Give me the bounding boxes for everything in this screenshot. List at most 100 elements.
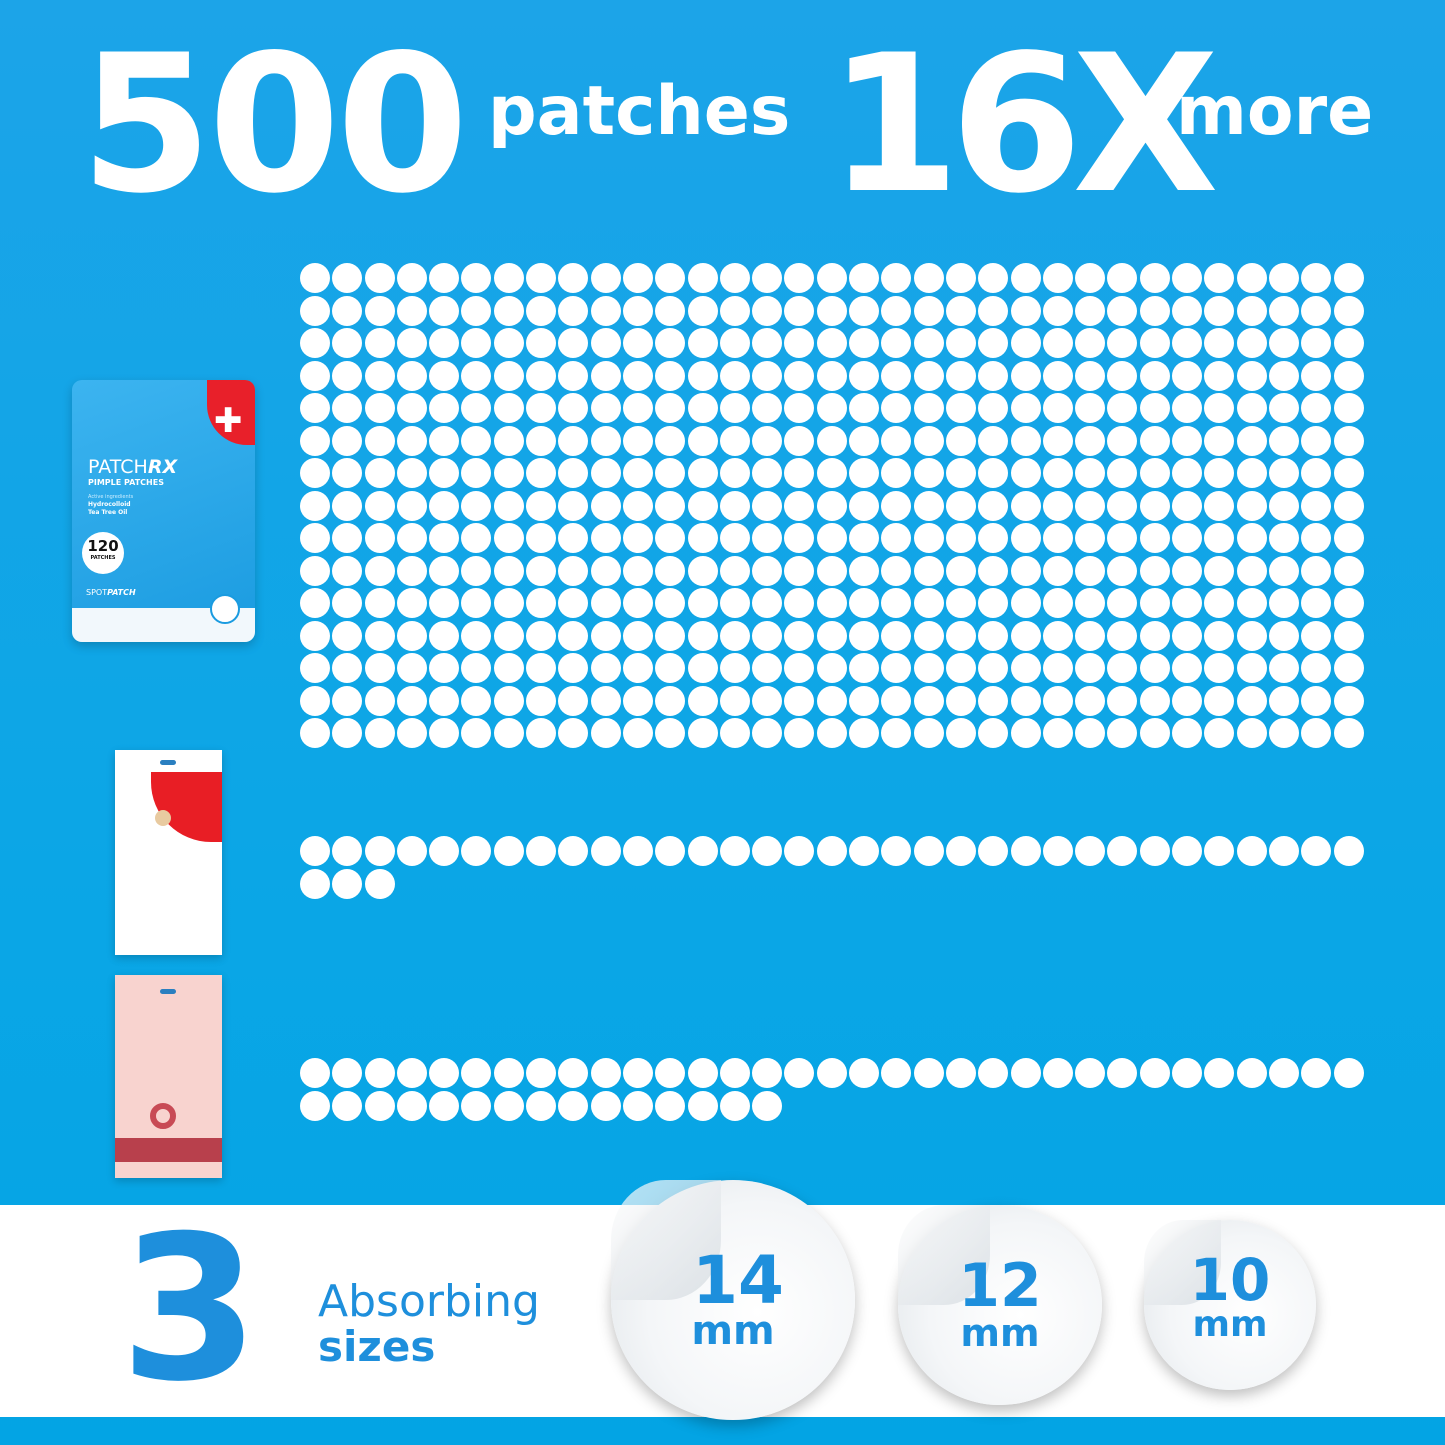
patch-dot	[493, 836, 524, 866]
patch-dot	[493, 328, 524, 358]
patch-dot	[429, 523, 460, 553]
patch-dot	[978, 836, 1009, 866]
patch-dot	[1139, 620, 1170, 651]
patch-dot	[784, 263, 815, 293]
patch-dot	[913, 1058, 944, 1088]
patch-dot	[1268, 328, 1299, 358]
patch-dot	[1333, 836, 1364, 866]
patch-dot	[429, 555, 460, 586]
patch-dot	[1042, 555, 1073, 586]
patch-dot	[429, 295, 460, 326]
patch-dot	[1139, 523, 1170, 553]
patch-dot	[655, 360, 686, 391]
patch-dot	[590, 836, 621, 866]
patch-dot	[913, 836, 944, 866]
patch-dot	[1268, 295, 1299, 326]
patch-dot	[558, 263, 589, 293]
patch-dot	[300, 718, 330, 748]
patch-dot	[1139, 490, 1170, 521]
patch-dot	[429, 490, 460, 521]
patch-dot	[332, 393, 363, 423]
patch-dot	[784, 458, 815, 488]
patch-dot	[1042, 620, 1073, 651]
patch-dot	[978, 360, 1009, 391]
patch-dot	[590, 523, 621, 553]
patch-dot	[1010, 555, 1041, 586]
patch-dot	[913, 653, 944, 683]
size-unit: mm	[960, 1311, 1040, 1356]
patch-dot	[1333, 653, 1364, 683]
patch-dot	[1042, 360, 1073, 391]
patch-dot	[816, 620, 847, 651]
patch-dot	[978, 328, 1009, 358]
patch-dot	[1107, 425, 1138, 456]
patch-dot	[1268, 653, 1299, 683]
patch-dot	[784, 653, 815, 683]
patch-dot	[1204, 458, 1235, 488]
patch-dot	[332, 458, 363, 488]
patch-dot	[849, 1058, 880, 1088]
patch-dot	[493, 425, 524, 456]
patch-dot	[978, 263, 1009, 293]
patch-dot	[396, 588, 427, 618]
patch-dot	[396, 263, 427, 293]
patch-dot	[687, 1090, 718, 1121]
patch-dot	[1301, 295, 1332, 326]
patch-dot	[526, 1090, 557, 1121]
patch-dot	[429, 718, 460, 748]
patch-dot	[687, 523, 718, 553]
patch-dot	[752, 718, 783, 748]
patch-dot	[655, 425, 686, 456]
patch-dot	[590, 1090, 621, 1121]
patch-dot	[461, 295, 492, 326]
patch-dot	[526, 588, 557, 618]
patch-dot	[816, 490, 847, 521]
patch-dot	[1010, 588, 1041, 618]
white-box-package-image	[115, 750, 222, 955]
patch-dot	[1268, 620, 1299, 651]
patch-dot	[752, 263, 783, 293]
patch-dot	[558, 620, 589, 651]
patch-dot	[396, 523, 427, 553]
patch-dot	[300, 490, 330, 521]
patch-dot	[1301, 458, 1332, 488]
patch-dot	[332, 718, 363, 748]
patch-dot	[1010, 295, 1041, 326]
sizes-label-line1: Absorbing	[318, 1276, 540, 1327]
size-value: 12	[958, 1251, 1042, 1322]
patch-dot	[332, 360, 363, 391]
patch-dot	[945, 360, 976, 391]
patch-dot	[1236, 555, 1267, 586]
patch-dot-grid-36	[300, 836, 1366, 901]
sticker-12mm: 12 mm	[898, 1205, 1102, 1405]
patch-dot	[687, 490, 718, 521]
patch-dot	[1172, 555, 1203, 586]
patch-dot	[622, 836, 653, 866]
patch-dot	[300, 1058, 330, 1088]
patch-dot-grid-500	[300, 263, 1366, 751]
patch-dot	[300, 868, 330, 899]
patch-dot	[1139, 836, 1170, 866]
patch-dot	[719, 360, 750, 391]
patch-dot	[1172, 523, 1203, 553]
patch-dot	[752, 685, 783, 716]
patch-dot	[493, 653, 524, 683]
patch-dot	[945, 425, 976, 456]
patch-dot	[332, 1090, 363, 1121]
patch-dot	[332, 588, 363, 618]
patch-dot	[461, 620, 492, 651]
patch-dot	[655, 685, 686, 716]
patch-dot	[1075, 1058, 1106, 1088]
patch-dot	[1107, 295, 1138, 326]
patch-dot	[1333, 620, 1364, 651]
patch-dot	[429, 393, 460, 423]
patch-dot	[1042, 328, 1073, 358]
patch-dot	[816, 263, 847, 293]
patch-dot	[752, 523, 783, 553]
patch-dot	[1075, 836, 1106, 866]
patch-dot	[1172, 328, 1203, 358]
patch-dot	[752, 653, 783, 683]
patch-dot	[429, 458, 460, 488]
patch-dot	[558, 458, 589, 488]
patch-dot	[1075, 360, 1106, 391]
